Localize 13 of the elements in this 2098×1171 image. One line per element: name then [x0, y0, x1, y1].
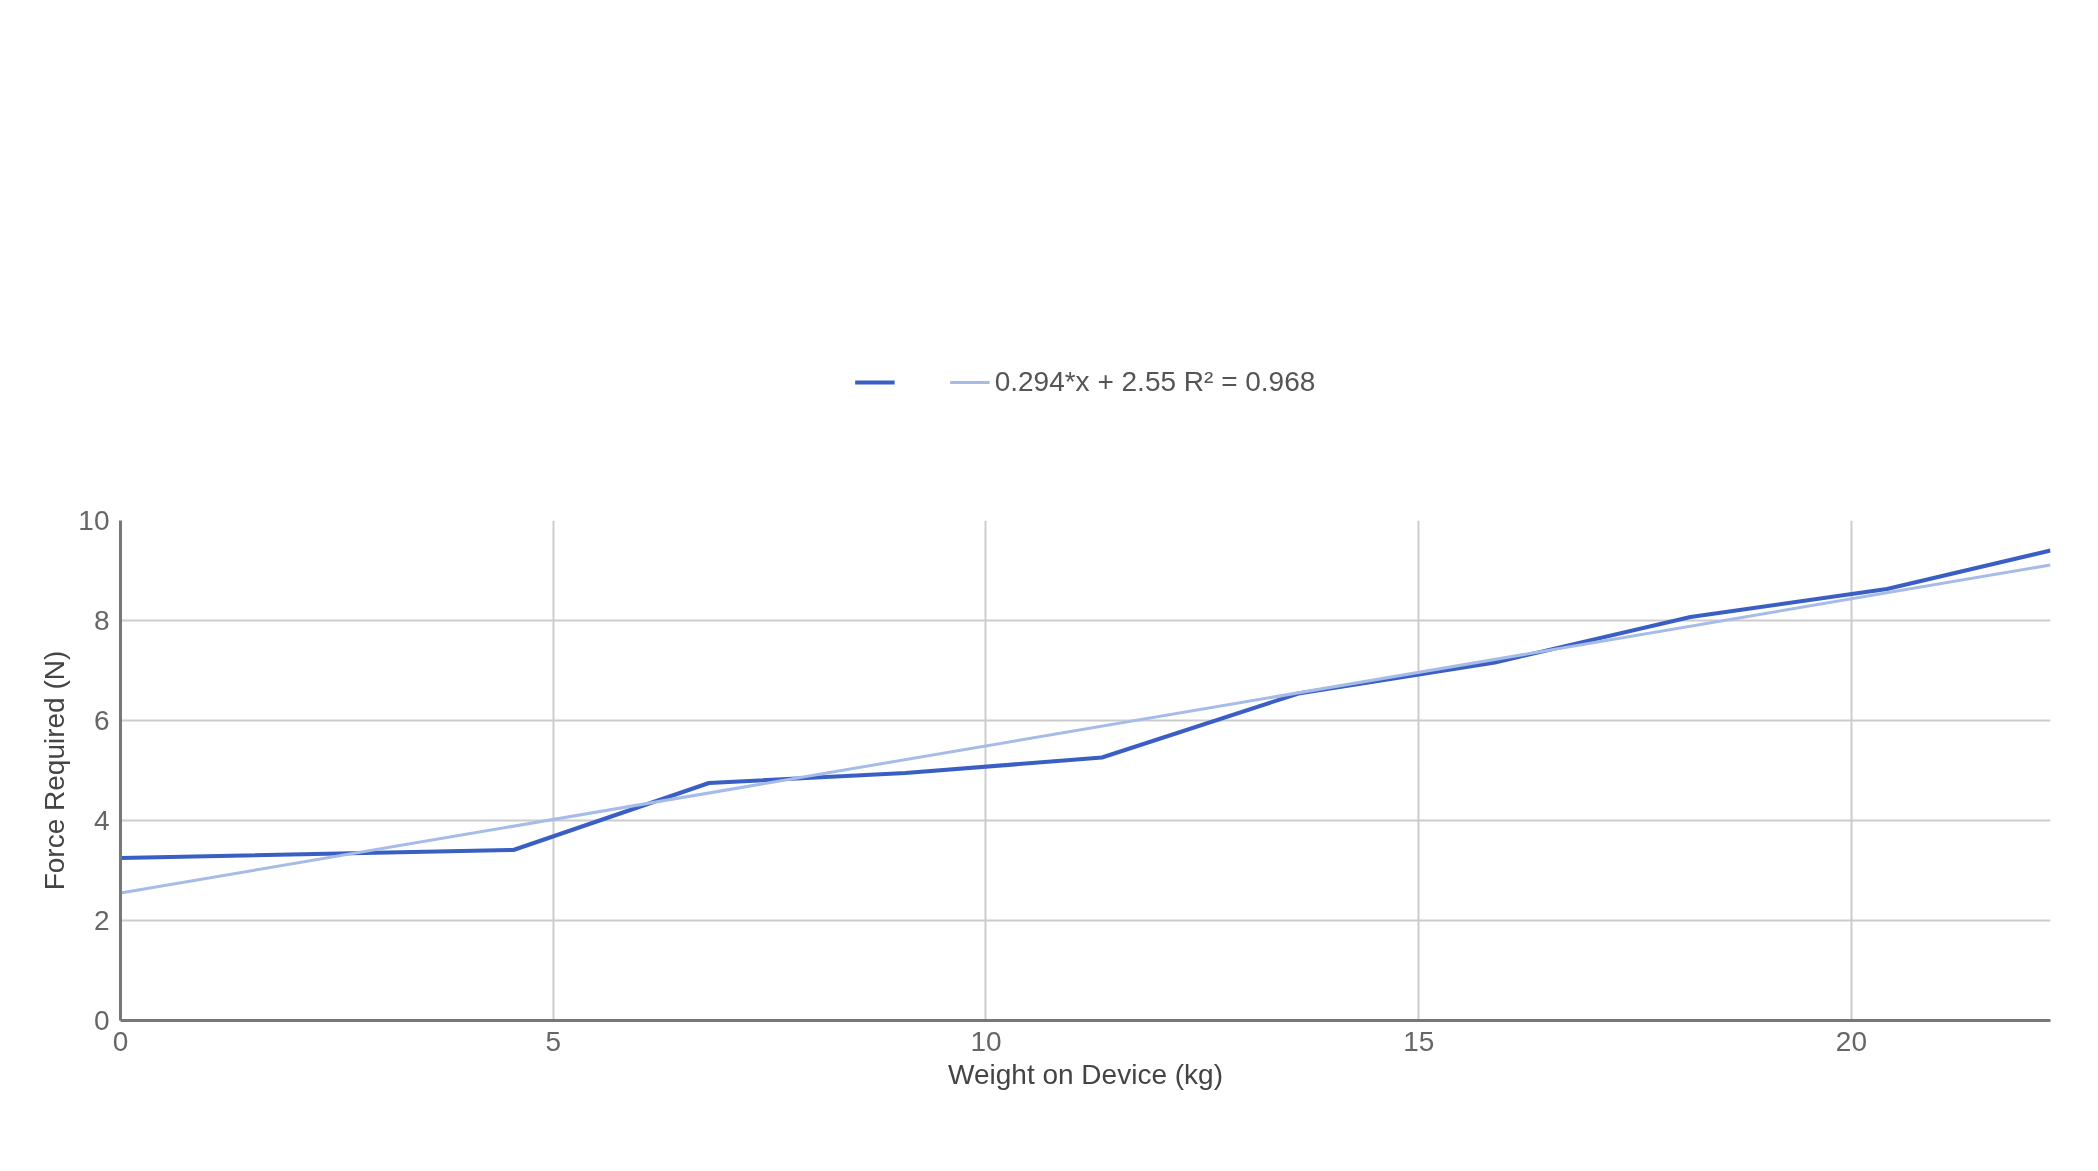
x-tick-label: 15	[1403, 1025, 1435, 1057]
x-tick-label: 10	[970, 1025, 1002, 1057]
y-tick-label: 8	[93, 605, 110, 636]
y-tick-label: 4	[93, 805, 110, 836]
x-tick-label: 20	[1835, 1025, 1868, 1057]
x-axis-title: Weight on Device (kg)	[948, 1058, 1223, 1090]
y-tick-label: 10	[78, 505, 110, 536]
x-tick-label: 5	[545, 1025, 562, 1057]
y-tick-label: 6	[93, 705, 110, 736]
legend-label: 0.294*x + 2.55 R² = 0.968	[994, 366, 1316, 398]
y-axis-title: Force Required (N)	[39, 650, 71, 891]
y-tick-label: 0	[93, 1005, 110, 1036]
y-tick-label: 2	[93, 905, 110, 936]
